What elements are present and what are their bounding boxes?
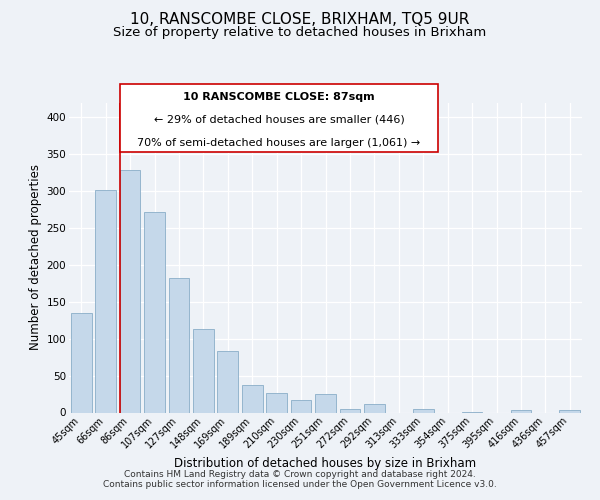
Text: 10 RANSCOMBE CLOSE: 87sqm: 10 RANSCOMBE CLOSE: 87sqm [183,92,375,102]
FancyBboxPatch shape [119,84,439,152]
Bar [95,190,116,412]
Text: ← 29% of detached houses are smaller (446): ← 29% of detached houses are smaller (44… [154,115,404,125]
Bar [266,392,287,412]
Bar [193,329,214,412]
Text: Size of property relative to detached houses in Brixham: Size of property relative to detached ho… [113,26,487,39]
Bar [217,351,238,412]
Text: Contains HM Land Registry data © Crown copyright and database right 2024.: Contains HM Land Registry data © Crown c… [124,470,476,479]
Y-axis label: Number of detached properties: Number of detached properties [29,164,43,350]
Bar [169,278,190,412]
Bar [559,410,580,412]
Bar [315,394,336,412]
Bar [364,404,385,412]
Bar [413,409,434,412]
Text: 10, RANSCOMBE CLOSE, BRIXHAM, TQ5 9UR: 10, RANSCOMBE CLOSE, BRIXHAM, TQ5 9UR [130,12,470,28]
Bar [144,212,165,412]
Bar [340,409,361,412]
X-axis label: Distribution of detached houses by size in Brixham: Distribution of detached houses by size … [175,457,476,470]
Bar [242,385,263,412]
Text: Contains public sector information licensed under the Open Government Licence v3: Contains public sector information licen… [103,480,497,489]
Bar [71,313,92,412]
Bar [290,400,311,412]
Bar [511,410,532,412]
Bar [119,170,140,412]
Text: 70% of semi-detached houses are larger (1,061) →: 70% of semi-detached houses are larger (… [137,138,421,148]
